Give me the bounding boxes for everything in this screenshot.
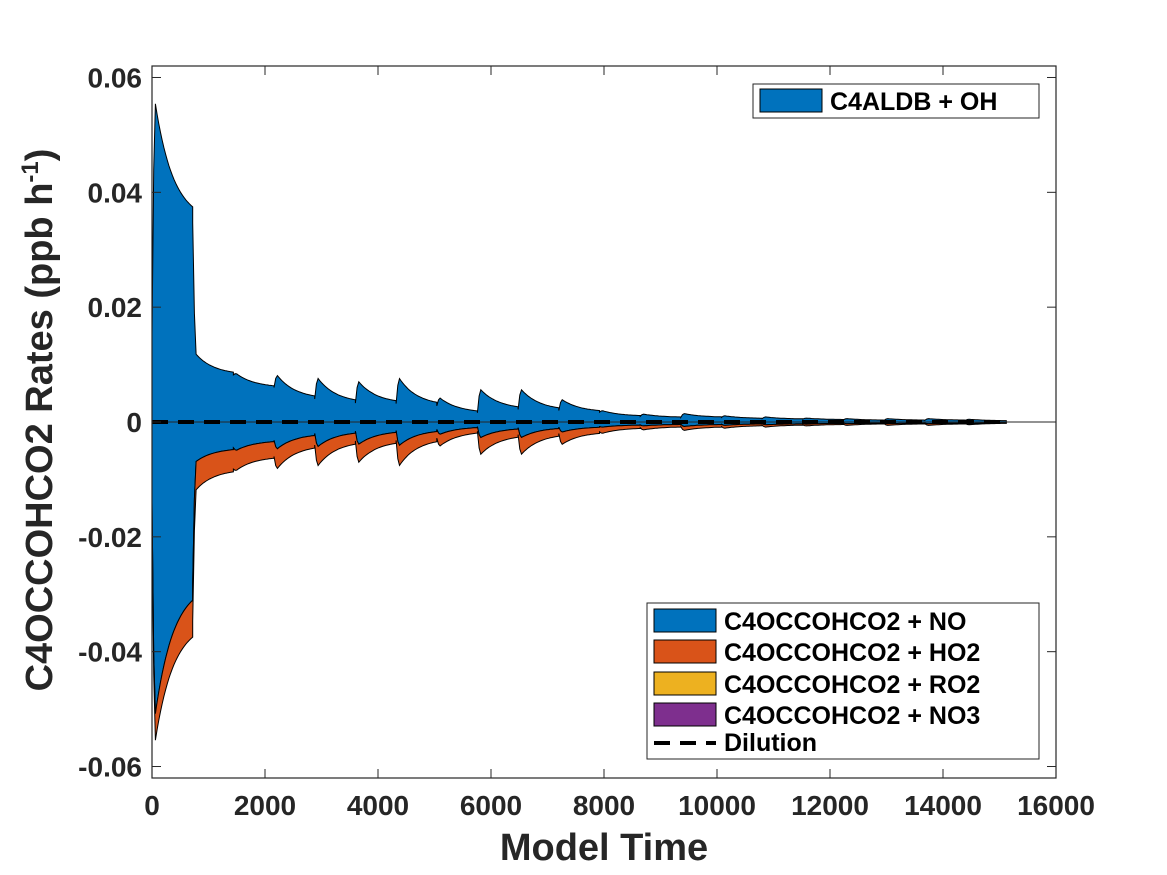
y-axis-label-close: ) — [19, 149, 61, 162]
y-axis-label: C4OCCOHCO2 Rates (ppb h-1) — [17, 149, 61, 692]
x-tick-label: 10000 — [678, 790, 756, 821]
x-tick-label: 16000 — [1017, 790, 1095, 821]
y-tick-label: -0.06 — [78, 752, 142, 783]
y-tick-label: -0.04 — [78, 637, 142, 668]
legend-top: C4ALDB + OH — [752, 83, 1040, 119]
x-tick-label: 12000 — [791, 790, 869, 821]
y-tick-label: 0.02 — [88, 292, 143, 323]
x-tick-label: 2000 — [234, 790, 296, 821]
x-tick-label: 4000 — [347, 790, 409, 821]
y-axis-label-main: C4OCCOHCO2 Rates (ppb h — [19, 183, 61, 692]
legend-swatch-ho2 — [653, 639, 717, 664]
x-axis-ticks: 0 2000 4000 6000 8000 10000 12000 14000 16000 — [144, 66, 1095, 821]
legend-label-ro2: C4OCCOHCO2 + RO2 — [724, 671, 980, 699]
legend-label-dilution: Dilution — [724, 729, 817, 757]
legend-label-no3: C4OCCOHCO2 + NO3 — [724, 702, 980, 730]
y-axis-label-sup: -1 — [17, 161, 44, 182]
x-tick-label: 6000 — [460, 790, 522, 821]
x-tick-label: 0 — [144, 790, 160, 821]
legend-label-c4aldb-oh: C4ALDB + OH — [830, 88, 997, 116]
area-series-loss-1 — [151, 422, 1007, 741]
y-tick-label: 0.04 — [88, 177, 143, 208]
legend-swatch-no3 — [653, 702, 717, 727]
x-tick-label: 8000 — [573, 790, 635, 821]
y-axis-ticks: 0.06 0.04 0.02 0 -0.02 -0.04 -0.06 — [78, 62, 1056, 783]
legend-label-ho2: C4OCCOHCO2 + HO2 — [724, 639, 980, 667]
plot-area — [151, 65, 1057, 779]
legend-label-no: C4OCCOHCO2 + NO — [724, 608, 966, 636]
legend-swatch-c4aldb-oh — [759, 88, 823, 113]
y-tick-label: -0.02 — [78, 522, 142, 553]
legend-swatch-ro2 — [653, 671, 717, 696]
y-tick-label: 0.06 — [88, 62, 143, 93]
x-axis-label: Model Time — [500, 827, 708, 869]
legend-bottom: C4OCCOHCO2 + NO C4OCCOHCO2 + HO2 C4OCCOH… — [646, 602, 1040, 760]
x-tick-label: 14000 — [904, 790, 982, 821]
legend-swatch-no — [653, 608, 717, 633]
y-tick-label: 0 — [126, 407, 142, 438]
